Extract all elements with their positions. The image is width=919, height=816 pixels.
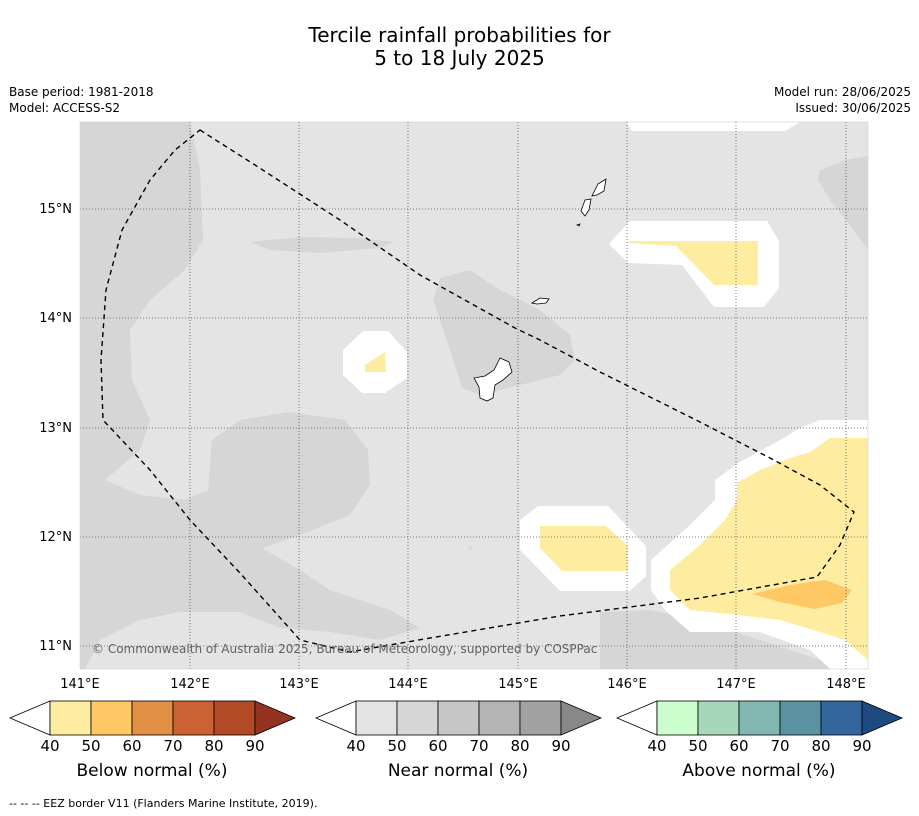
below-extend-high xyxy=(254,700,297,736)
lon-label-145e: 145°E xyxy=(498,677,538,692)
colorbar-label-below: Below normal (%) xyxy=(76,761,228,781)
near-tick-80: 80 xyxy=(510,737,529,755)
white-gap-top xyxy=(626,122,800,131)
above-tick-70: 70 xyxy=(770,737,789,755)
near-normal-region-south xyxy=(600,610,868,669)
graticule xyxy=(80,122,868,669)
near-swatch-60 xyxy=(437,700,480,736)
below-swatch-80 xyxy=(213,700,256,736)
near-swatch-40 xyxy=(355,700,398,736)
rainfall-map: © Commonwealth of Australia 2025, Bureau… xyxy=(8,121,904,755)
above-extend-high xyxy=(861,700,904,736)
above-extend-low xyxy=(615,700,658,736)
below-extend-low xyxy=(8,700,51,736)
below-normal-40-central xyxy=(365,352,386,372)
lon-label-143e: 143°E xyxy=(279,677,319,692)
lon-label-146e: 146°E xyxy=(607,677,647,692)
above-tick-90: 90 xyxy=(852,737,871,755)
below-swatch-60 xyxy=(131,700,174,736)
near-normal-region-dot xyxy=(468,546,474,550)
eez-footnote: -- -- -- EEZ border V11 (Flanders Marine… xyxy=(9,797,318,810)
copyright-text: © Commonwealth of Australia 2025, Bureau… xyxy=(92,642,597,656)
below-tick-70: 70 xyxy=(163,737,182,755)
lat-label-12n: 12°N xyxy=(39,530,72,545)
below-tick-80: 80 xyxy=(204,737,223,755)
near-tick-90: 90 xyxy=(551,737,570,755)
lat-label-15n: 15°N xyxy=(39,202,72,217)
near-normal-region-east xyxy=(818,156,868,250)
near-extend-low xyxy=(314,700,357,736)
map-frame xyxy=(79,121,869,670)
eez-border xyxy=(100,129,855,653)
below-swatch-40 xyxy=(49,700,92,736)
near-normal-region-west xyxy=(80,122,420,669)
islands xyxy=(473,178,607,402)
near-tick-40: 40 xyxy=(346,737,365,755)
below-swatch-70 xyxy=(172,700,215,736)
lon-label-142e: 142°E xyxy=(170,677,210,692)
colorbar-label-above: Above normal (%) xyxy=(682,761,836,781)
above-tick-60: 60 xyxy=(729,737,748,755)
guam-island xyxy=(473,357,513,402)
saipan-island xyxy=(580,198,592,217)
map-title-line2: 5 to 18 July 2025 xyxy=(374,46,545,70)
lat-label-11n: 11°N xyxy=(39,639,72,654)
colorbar-above: 40 50 60 70 80 90 xyxy=(615,700,904,755)
above-tick-50: 50 xyxy=(688,737,707,755)
above-tick-40: 40 xyxy=(647,737,666,755)
above-swatch-80 xyxy=(820,700,863,736)
below-tick-50: 50 xyxy=(81,737,100,755)
near-swatch-80 xyxy=(519,700,562,736)
near-normal-region-guam xyxy=(433,270,575,395)
below-tick-90: 90 xyxy=(245,737,264,755)
above-swatch-40 xyxy=(656,700,699,736)
near-tick-60: 60 xyxy=(428,737,447,755)
colorbar-label-near: Near normal (%) xyxy=(387,761,529,781)
lat-label-14n: 14°N xyxy=(39,311,72,326)
rota-island xyxy=(530,297,550,305)
near-normal-region-band xyxy=(250,237,393,253)
above-swatch-70 xyxy=(779,700,822,736)
below-swatch-50 xyxy=(90,700,133,736)
lon-label-144e: 144°E xyxy=(388,677,428,692)
near-swatch-50 xyxy=(396,700,439,736)
map-title-line1: Tercile rainfall probabilities for xyxy=(308,23,611,47)
colorbar-below: 40 50 60 70 80 90 xyxy=(8,700,297,755)
lon-label-141e: 141°E xyxy=(60,677,100,692)
above-swatch-50 xyxy=(697,700,740,736)
model-run-date: Model run: 28/06/2025 xyxy=(773,85,911,99)
base-period: Base period: 1981-2018 xyxy=(9,85,154,99)
colorbar-near: 40 50 60 70 80 90 xyxy=(314,700,603,755)
tinian-island xyxy=(591,178,607,197)
lon-label-148e: 148°E xyxy=(826,677,866,692)
below-tick-40: 40 xyxy=(40,737,59,755)
below-tick-60: 60 xyxy=(122,737,141,755)
near-tick-50: 50 xyxy=(387,737,406,755)
below-normal-50-southeast xyxy=(752,580,852,609)
issued-date: Issued: 30/06/2025 xyxy=(795,101,911,115)
near-tick-70: 70 xyxy=(469,737,488,755)
lat-label-13n: 13°N xyxy=(39,421,72,436)
lon-label-147e: 147°E xyxy=(716,677,756,692)
near-extend-high xyxy=(560,700,603,736)
aguijan-island xyxy=(575,223,581,227)
below-normal-40-northeast xyxy=(628,241,758,285)
above-swatch-60 xyxy=(738,700,781,736)
near-swatch-70 xyxy=(478,700,521,736)
above-tick-80: 80 xyxy=(811,737,830,755)
model-name: Model: ACCESS-S2 xyxy=(9,101,121,115)
